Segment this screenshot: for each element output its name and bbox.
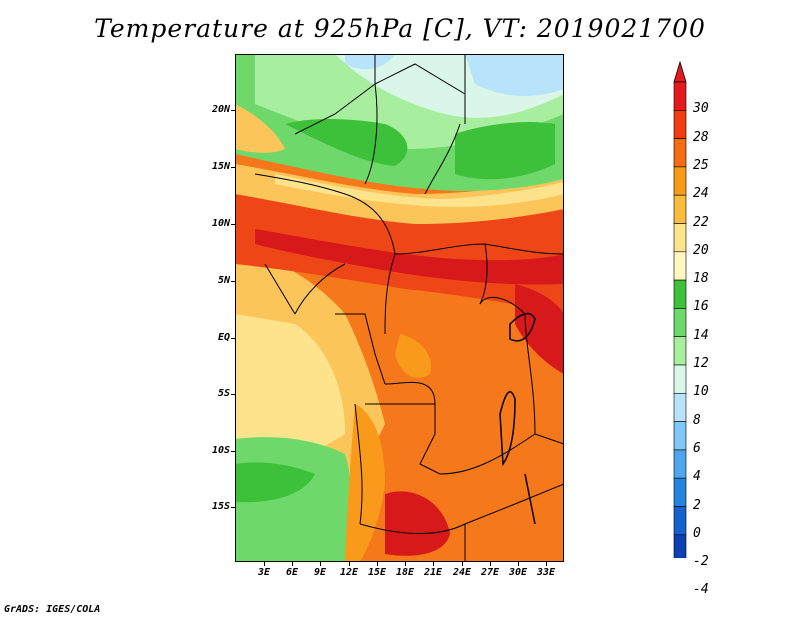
colorbar-label: -4 xyxy=(693,582,709,598)
shade-lightblue-ne xyxy=(465,54,564,96)
shade-darkgreen-sw xyxy=(235,462,315,503)
colorbar-max-triangle xyxy=(673,60,687,83)
shade-tan-n xyxy=(235,164,564,224)
colorbar-label: 10 xyxy=(693,384,709,400)
lon-label-27e: 27E xyxy=(480,567,500,578)
credit-text: GrADS: IGES/COLA xyxy=(4,604,101,615)
colorbar-label: 4 xyxy=(693,469,701,485)
colorbar-swatch xyxy=(673,81,687,111)
lat-tick xyxy=(231,110,235,111)
colorbar-swatch xyxy=(673,223,687,253)
lat-label-10s: 10S xyxy=(211,445,230,456)
shade-darkgreen-ne xyxy=(455,122,555,180)
colorbar-swatch xyxy=(673,194,687,224)
lon-tick xyxy=(320,562,321,566)
lon-label-3e: 3E xyxy=(257,567,271,578)
lon-tick xyxy=(377,562,378,566)
lat-tick xyxy=(231,167,235,168)
lat-tick xyxy=(231,281,235,282)
colorbar-label: 2 xyxy=(693,497,701,513)
lon-tick xyxy=(462,562,463,566)
colorbar-label: 22 xyxy=(693,214,709,230)
lat-tick xyxy=(231,507,235,508)
lon-tick xyxy=(518,562,519,566)
shade-lightorange-s xyxy=(345,404,385,562)
colorbar-label: 16 xyxy=(693,299,709,315)
colorbar-label: 28 xyxy=(693,129,709,145)
colorbar-label: 18 xyxy=(693,271,709,287)
lon-tick xyxy=(405,562,406,566)
lon-label-21e: 21E xyxy=(423,567,443,578)
colorbar-swatch xyxy=(673,421,687,451)
lon-tick xyxy=(264,562,265,566)
country-borders xyxy=(254,54,564,562)
lon-tick xyxy=(433,562,434,566)
colorbar-swatch xyxy=(673,392,687,422)
lon-label-33e: 33E xyxy=(536,567,556,578)
lat-tick xyxy=(231,224,235,225)
map-title: Temperature at 925hPa [C], VT: 201902170… xyxy=(94,14,706,43)
lat-label-15n: 15N xyxy=(211,161,230,172)
lon-label-6e: 6E xyxy=(285,567,299,578)
lat-label-5n: 5N xyxy=(217,275,230,286)
colorbar-swatch xyxy=(673,449,687,479)
lon-label-9e: 9E xyxy=(313,567,327,578)
colorbar-swatch xyxy=(673,166,687,196)
colorbar-label: 0 xyxy=(693,525,701,541)
lat-label-5s: 5S xyxy=(217,388,230,399)
lon-label-30e: 30E xyxy=(508,567,528,578)
lat-label-15s: 15S xyxy=(211,501,230,512)
lon-label-12e: 12E xyxy=(339,567,359,578)
colorbar-label: 20 xyxy=(693,242,709,258)
colorbar-label: 12 xyxy=(693,356,709,371)
lon-label-15e: 15E xyxy=(367,567,387,578)
shade-lightyellow-n xyxy=(275,174,564,207)
temperature-map xyxy=(235,54,564,562)
colorbar xyxy=(660,58,720,613)
lon-label-24e: 24E xyxy=(452,567,472,578)
lakes xyxy=(499,312,536,525)
lon-tick xyxy=(349,562,350,566)
lat-tick xyxy=(231,394,235,395)
colorbar-label: -2 xyxy=(693,554,709,570)
lat-tick xyxy=(231,451,235,452)
colorbar-swatch xyxy=(673,477,687,507)
shade-lightblue-n xyxy=(345,54,395,70)
lat-label-eq: EQ xyxy=(217,332,230,343)
colorbar-swatch xyxy=(673,308,687,337)
colorbar-swatch xyxy=(673,336,687,366)
shade-tan-wafrica xyxy=(235,104,285,153)
colorbar-label: 25 xyxy=(693,157,709,173)
shade-patch-center xyxy=(395,334,431,378)
colorbar-swatch xyxy=(673,364,687,394)
colorbar-label: 8 xyxy=(693,412,701,428)
lat-label-10n: 10N xyxy=(211,218,230,229)
colorbar-swatch xyxy=(673,138,687,168)
colorbar-swatch xyxy=(673,506,687,536)
colorbar-label: 6 xyxy=(693,440,701,456)
colorbar-label: 14 xyxy=(693,327,709,343)
colorbar-swatch xyxy=(673,279,687,309)
lon-tick xyxy=(490,562,491,566)
shade-tan-coast xyxy=(235,314,345,464)
colorbar-swatch xyxy=(673,109,687,139)
colorbar-swatch xyxy=(673,251,687,281)
lon-tick xyxy=(292,562,293,566)
lat-label-20n: 20N xyxy=(211,104,230,115)
shade-darkred-s xyxy=(385,491,450,556)
lon-tick xyxy=(546,562,547,566)
colorbar-label: 30 xyxy=(693,101,709,117)
lon-label-18e: 18E xyxy=(395,567,415,578)
colorbar-label: 24 xyxy=(693,186,709,202)
colorbar-swatch xyxy=(673,534,687,564)
lat-tick xyxy=(231,338,235,339)
shade-red-east xyxy=(515,284,564,374)
